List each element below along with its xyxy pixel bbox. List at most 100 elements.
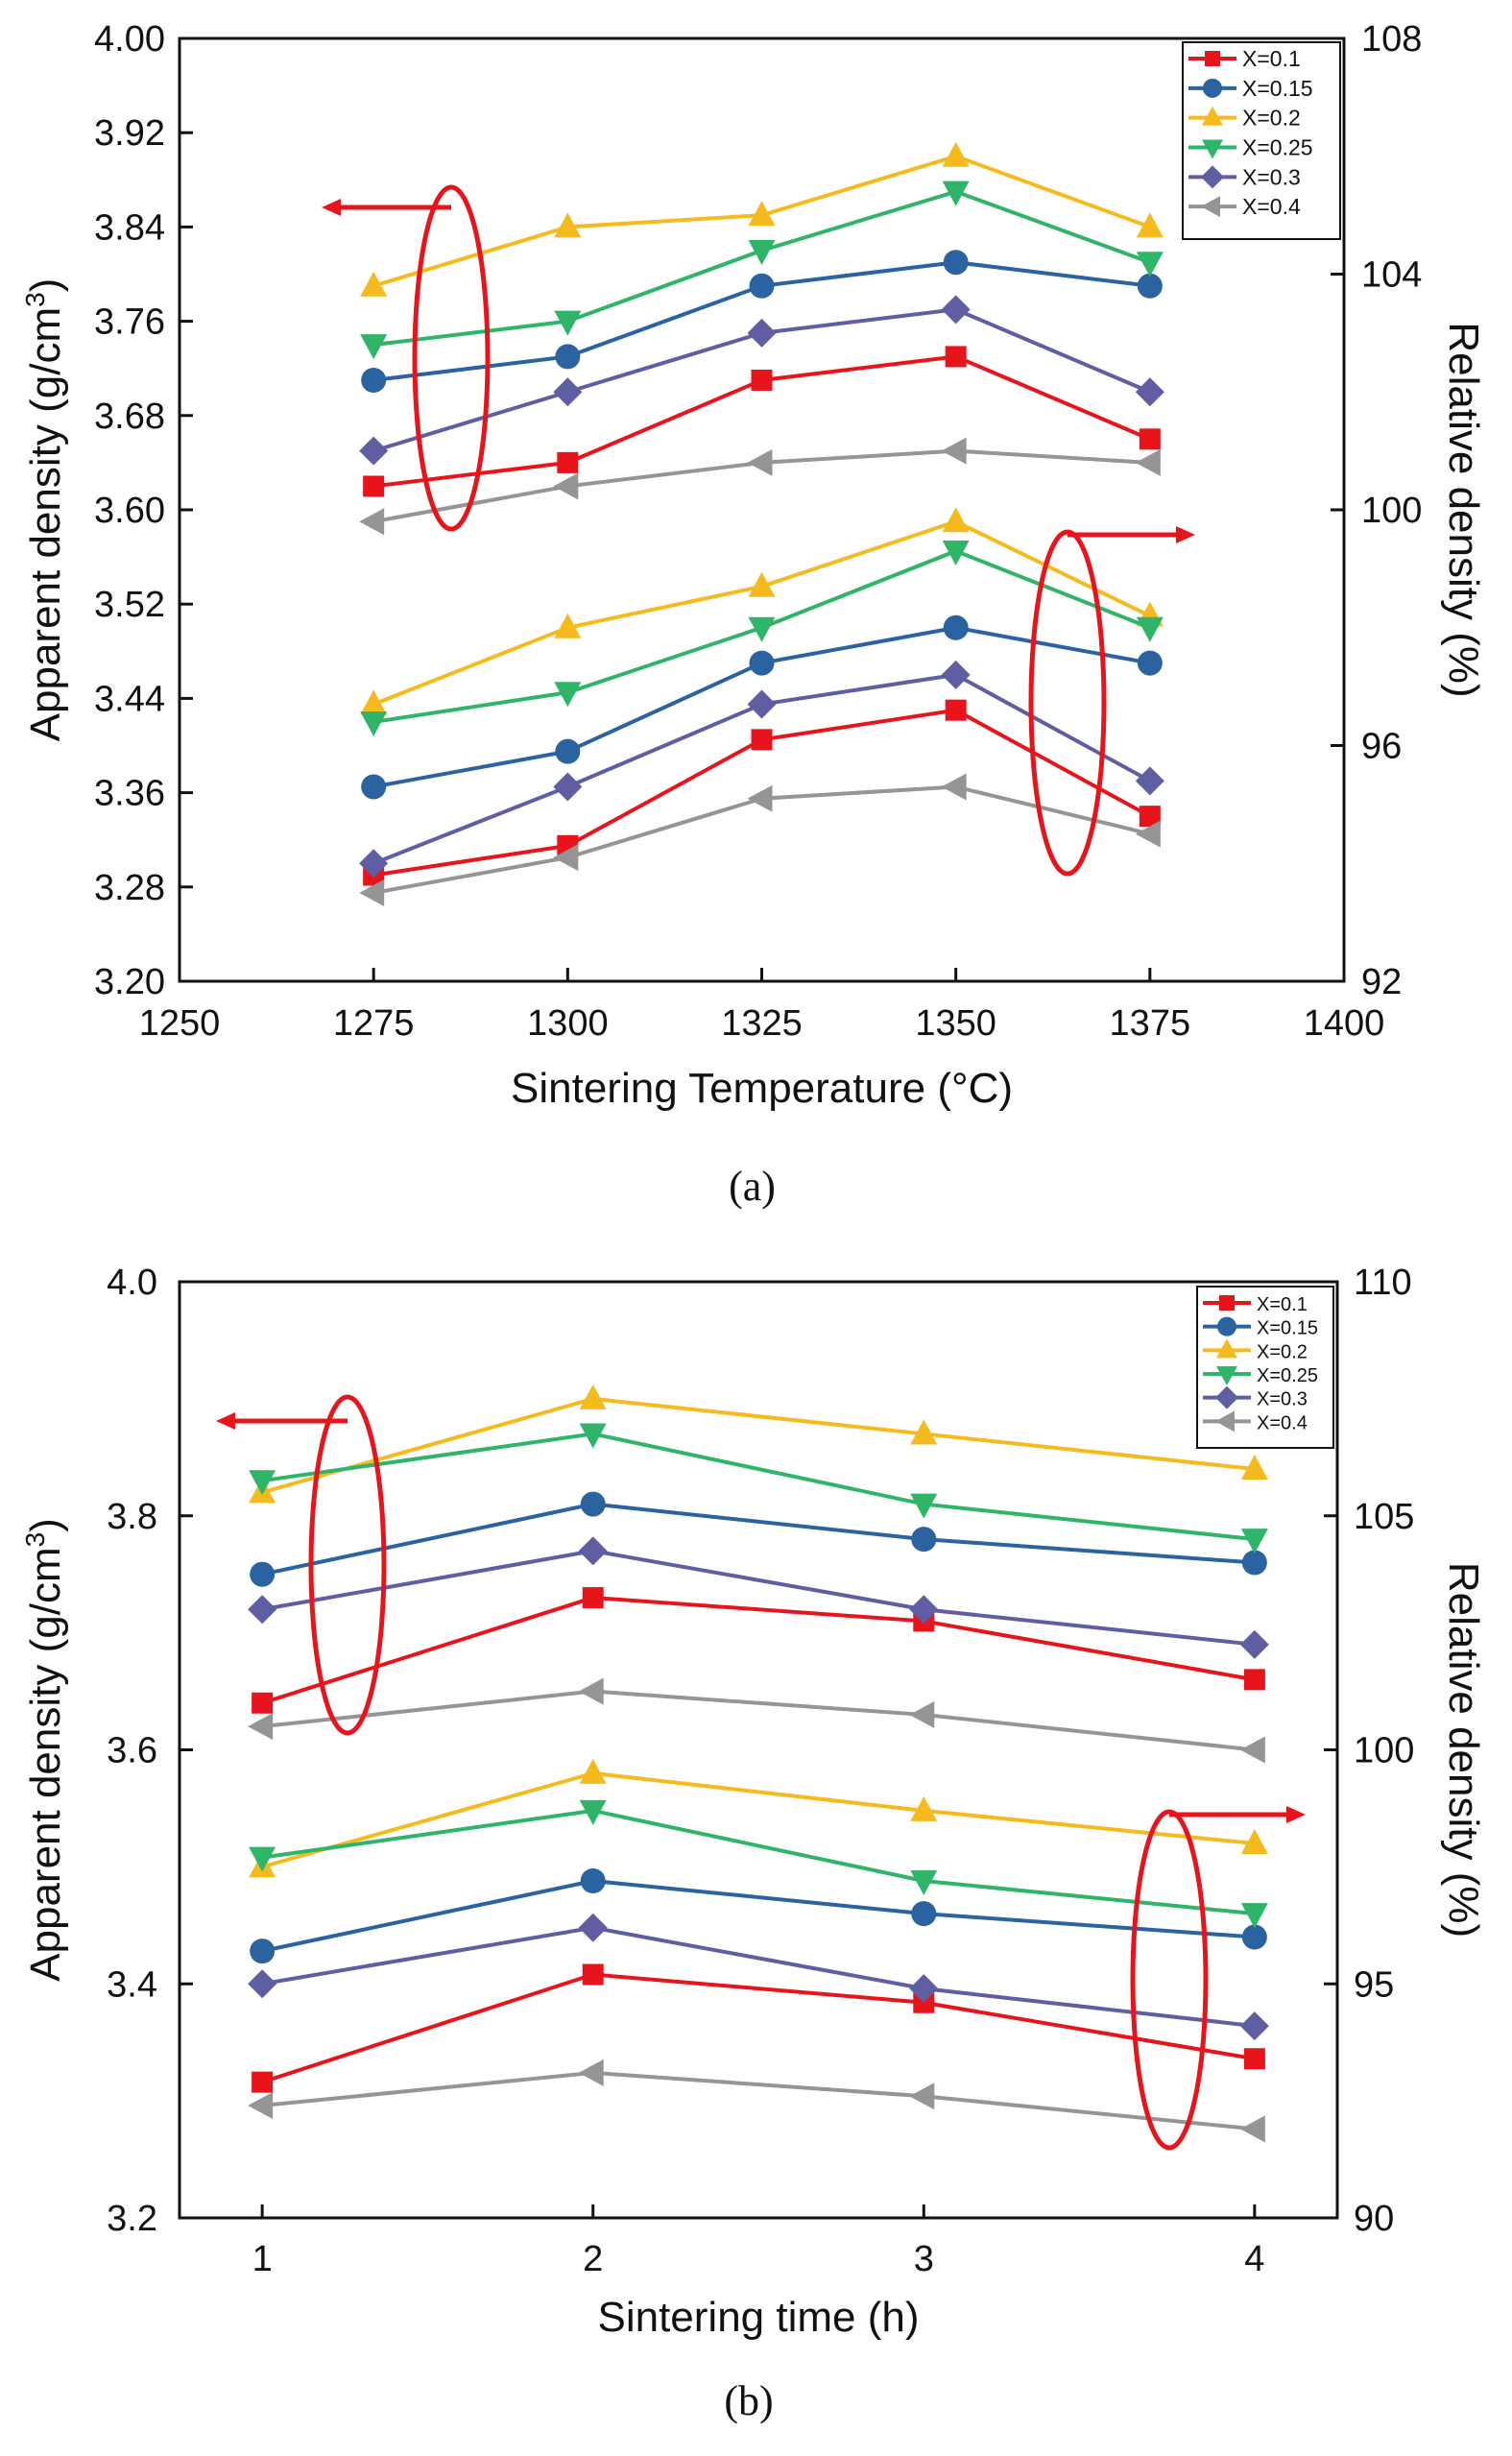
data-point-apparent	[248, 1595, 277, 1625]
chart-b: 1 2 3 4 3.2 3.4 3.6 3.8 4.0 90 95 100 105 110 Sinterin…	[20, 1263, 1487, 2424]
data-point-apparent	[554, 212, 582, 238]
series-line-apparent	[261, 1596, 1256, 1705]
y-left-tick-label: 3.92	[94, 113, 165, 154]
data-point-relative	[910, 1795, 938, 1821]
series-X-0-3	[248, 1536, 1269, 2041]
series-X-0-25	[360, 181, 1164, 736]
legend-label: X=0.4	[1257, 1412, 1308, 1433]
data-point-relative	[1239, 2115, 1265, 2143]
x-tick-label: 1350	[915, 1003, 996, 1044]
y-left-axis-title: Apparent density (g/cm3)	[20, 1518, 69, 1982]
x-tick-label: 1375	[1110, 1003, 1191, 1044]
data-point-apparent	[1239, 1629, 1269, 1659]
legend-marker-icon	[1203, 78, 1222, 98]
data-point-relative	[1241, 1924, 1267, 1950]
data-point-apparent	[360, 334, 388, 360]
series-X-0-4	[359, 437, 1161, 906]
data-point-relative	[749, 650, 775, 676]
data-point-apparent	[747, 318, 777, 348]
data-point-relative	[941, 660, 971, 689]
data-point-apparent	[910, 1493, 938, 1519]
x-axis-title: Sintering time (h)	[597, 2294, 919, 2341]
data-point-apparent	[580, 1491, 606, 1517]
legend-marker-icon	[1219, 1295, 1235, 1311]
y-left-tick-label: 3.84	[94, 207, 165, 248]
x-tick-label: 1275	[333, 1003, 415, 1044]
data-point-apparent	[942, 141, 970, 167]
y-left-axis-title-main: Apparent density (g/cm	[22, 307, 69, 741]
legend-label: X=0.15	[1257, 1318, 1318, 1339]
data-point-apparent	[557, 451, 579, 473]
data-point-relative	[1139, 806, 1161, 828]
y-right-tick-label: 104	[1361, 255, 1422, 296]
data-point-apparent	[249, 1470, 276, 1496]
data-point-relative	[554, 613, 582, 638]
data-point-apparent	[553, 472, 579, 500]
y-left-axis-title-sup: 3	[20, 292, 50, 307]
x-tick-label: 1250	[139, 1003, 221, 1044]
series-line-apparent	[261, 1432, 1256, 1542]
legend-label: X=0.1	[1242, 46, 1301, 71]
x-tick-label: 1325	[721, 1003, 803, 1044]
y-right-tick-label: 110	[1354, 1263, 1412, 1303]
legend-marker-icon	[1217, 1316, 1236, 1336]
legend-label: X=0.2	[1257, 1341, 1308, 1362]
legend-marker-icon	[1216, 1338, 1237, 1359]
series-line-apparent	[261, 1502, 1255, 1577]
data-point-relative	[910, 1870, 938, 1895]
data-point-apparent	[945, 346, 967, 368]
data-point-apparent	[579, 1423, 607, 1449]
y-right-tick-label: 96	[1361, 727, 1402, 767]
data-point-apparent	[1239, 1736, 1265, 1764]
data-point-relative	[578, 2059, 604, 2086]
data-point-apparent	[748, 201, 776, 227]
data-point-apparent	[910, 1419, 938, 1445]
y-left-tick-label: 3.4	[107, 1964, 157, 2005]
arrow-head-left-icon	[322, 199, 341, 216]
series-X-0-4	[248, 1677, 1265, 2143]
y-right-tick-label: 100	[1354, 1731, 1414, 1771]
legend-marker-icon	[1205, 51, 1220, 66]
data-point-relative	[553, 772, 583, 802]
y-right-tick-label: 105	[1354, 1497, 1414, 1537]
series-X-0-2	[360, 141, 1164, 715]
legend-marker-icon	[1215, 1385, 1238, 1409]
y-left-tick-label: 3.20	[94, 962, 165, 1002]
data-point-relative	[751, 729, 773, 751]
y-left-axis-title-sup: 3	[20, 1532, 50, 1548]
x-axis-title: Sintering Temperature (°C)	[511, 1065, 1013, 1112]
data-point-apparent	[1135, 377, 1164, 407]
data-point-relative	[553, 844, 579, 872]
data-point-apparent	[1240, 1529, 1268, 1554]
data-point-relative	[1135, 820, 1161, 848]
series-line-apparent	[261, 1689, 1256, 1752]
data-point-apparent	[553, 377, 583, 407]
y-right-axis-title: Relative density (%)	[1440, 1562, 1487, 1938]
data-point-relative	[748, 571, 776, 597]
y-left-tick-label: 3.68	[94, 397, 165, 437]
data-point-relative	[360, 710, 388, 736]
data-point-apparent	[359, 508, 385, 536]
data-point-apparent	[579, 1384, 607, 1409]
series-line-relative	[261, 1878, 1255, 1954]
data-point-apparent	[555, 344, 581, 370]
series-line-relative	[261, 2070, 1256, 2131]
data-point-apparent	[1136, 252, 1164, 277]
data-point-relative	[250, 1938, 276, 1964]
data-point-apparent	[1139, 428, 1161, 450]
data-point-relative	[248, 2092, 274, 2119]
data-point-relative	[941, 773, 967, 801]
data-point-apparent	[582, 1587, 604, 1609]
data-point-apparent	[747, 448, 773, 476]
data-point-relative	[943, 614, 969, 640]
data-point-relative	[360, 689, 388, 715]
y-left-tick-label: 3.2	[107, 2199, 157, 2239]
data-point-apparent	[252, 1692, 274, 1714]
data-point-relative	[1239, 2011, 1269, 2041]
y-left-tick-label: 4.0	[107, 1263, 157, 1303]
data-point-relative	[942, 540, 970, 566]
y-left-axis-title-end: )	[22, 278, 69, 293]
arrow-head-left-icon	[216, 1412, 235, 1430]
plot-frame	[178, 36, 1346, 983]
y-left-tick-label: 3.44	[94, 679, 165, 719]
